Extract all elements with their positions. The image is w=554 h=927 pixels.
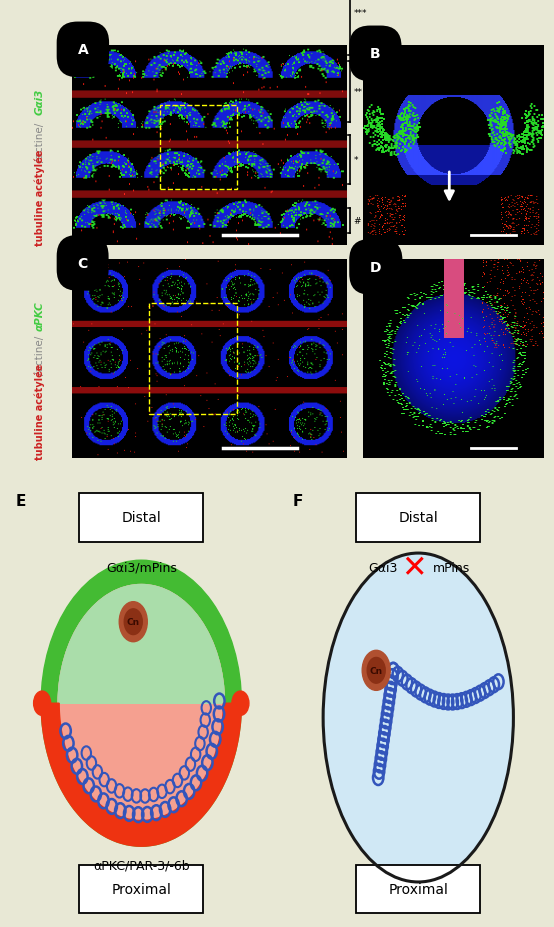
- Text: **: **: [353, 88, 363, 97]
- Text: Gαi3: Gαi3: [368, 561, 398, 574]
- Text: /actine/: /actine/: [34, 122, 45, 161]
- Circle shape: [58, 585, 224, 822]
- Polygon shape: [41, 704, 242, 846]
- Text: C: C: [78, 257, 88, 271]
- Text: E: E: [16, 493, 27, 508]
- Text: B: B: [370, 47, 381, 61]
- Text: tubuline acétylée: tubuline acétylée: [34, 362, 45, 459]
- Text: Cn: Cn: [127, 617, 140, 627]
- Text: mPins: mPins: [433, 561, 470, 574]
- Text: /actine/: /actine/: [34, 336, 45, 375]
- Ellipse shape: [323, 553, 514, 882]
- Text: Gαi3/mPins: Gαi3/mPins: [106, 561, 177, 574]
- Text: D: D: [370, 260, 382, 274]
- Text: tubuline acétylée: tubuline acétylée: [34, 149, 45, 246]
- Circle shape: [362, 651, 390, 691]
- Text: Distal: Distal: [398, 511, 438, 525]
- Text: ✕: ✕: [402, 553, 427, 582]
- Text: αPKC/PAR-3/-6b: αPKC/PAR-3/-6b: [93, 858, 189, 871]
- Text: αPKC: αPKC: [34, 300, 45, 330]
- Text: *: *: [353, 156, 358, 164]
- FancyBboxPatch shape: [356, 493, 480, 542]
- FancyBboxPatch shape: [79, 865, 203, 913]
- Text: #: #: [353, 217, 361, 225]
- Text: Proximal: Proximal: [388, 883, 448, 896]
- Bar: [160, 107, 237, 190]
- Text: A: A: [78, 44, 88, 57]
- Text: Proximal: Proximal: [111, 883, 171, 896]
- Bar: [149, 303, 237, 415]
- Text: ***: ***: [353, 8, 367, 18]
- Text: Gαi3: Gαi3: [34, 89, 45, 115]
- Circle shape: [41, 561, 242, 846]
- Text: Distal: Distal: [121, 511, 161, 525]
- Circle shape: [34, 692, 50, 716]
- Text: F: F: [293, 493, 304, 508]
- Circle shape: [124, 609, 142, 635]
- Circle shape: [58, 585, 224, 822]
- Polygon shape: [58, 585, 224, 704]
- Text: Cn: Cn: [370, 667, 383, 675]
- FancyBboxPatch shape: [356, 865, 480, 913]
- Circle shape: [119, 602, 147, 642]
- FancyBboxPatch shape: [79, 493, 203, 542]
- Circle shape: [232, 692, 249, 716]
- Circle shape: [367, 658, 385, 683]
